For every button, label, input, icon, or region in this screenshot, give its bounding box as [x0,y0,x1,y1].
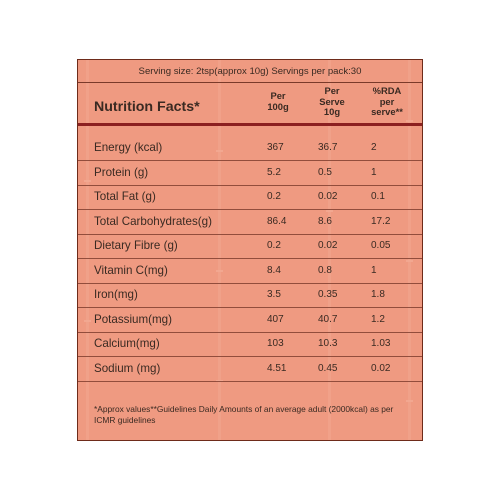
nutrition-panel: Serving size: 2tsp(approx 10g) Servings … [77,59,423,441]
table-title: Nutrition Facts* [94,99,200,115]
table-row: Total Carbohydrates(g) 86.4 8.6 17.2 [78,211,422,235]
nutrient-name: Dietary Fibre (g) [94,239,178,252]
value-per-100g: 367 [267,142,284,153]
nutrient-name: Calcium(mg) [94,337,160,350]
table-row: Iron(mg) 3.5 0.35 1.8 [78,284,422,308]
value-rda: 1.2 [371,313,385,325]
col-header-per-serve: Per Serve 10g [319,85,345,117]
value-per-100g: 8.4 [267,264,281,276]
table-row: Total Fat (g) 0.2 0.02 0.1 [78,186,422,210]
value-per-serve: 0.02 [318,191,338,202]
value-per-serve: 40.7 [318,313,338,325]
row-divider [78,282,422,284]
value-per-100g: 407 [267,313,284,325]
table-row: Protein (g) 5.2 0.5 1 [78,162,422,186]
col-header-rda: %RDA per serve** [371,85,403,117]
value-per-100g: 3.5 [267,289,281,300]
serving-size-line: Serving size: 2tsp(approx 10g) Servings … [138,66,362,77]
row-divider [78,209,422,210]
value-per-serve: 10.3 [318,338,338,349]
value-rda: 2 [371,142,377,153]
nutrient-name: Total Fat (g) [94,190,156,203]
value-per-100g: 103 [267,338,284,349]
nutrient-name: Sodium (mg) [94,361,161,375]
nutrient-name: Protein (g) [94,165,149,179]
value-per-serve: 0.5 [318,166,332,178]
col-header-per-100g: Per 100g [267,90,289,112]
value-rda: 0.05 [371,240,391,251]
row-divider [78,356,422,357]
nutrient-name: Potassium(mg) [94,312,172,326]
nutrient-name: Iron(mg) [94,288,138,301]
bamboo-decoration [84,60,91,440]
row-divider [78,160,422,161]
nutrient-name: Vitamin C(mg) [94,263,168,277]
header-rule [78,123,422,126]
nutrient-name: Total Carbohydrates(g) [94,214,212,228]
value-per-serve: 0.02 [318,240,338,251]
row-divider [78,233,422,235]
table-row: Sodium (mg) 4.51 0.45 0.02 [78,358,422,382]
value-rda: 1.03 [371,338,391,349]
value-per-100g: 0.2 [267,240,281,251]
table-row: Energy (kcal) 367 36.7 2 [78,137,422,161]
row-divider [78,184,422,186]
row-divider [78,380,422,382]
table-row: Calcium(mg) 103 10.3 1.03 [78,333,422,357]
bamboo-decoration [406,60,413,440]
table-header: Nutrition Facts* Per 100g Per Serve 10g … [78,84,422,122]
row-divider [78,307,422,308]
divider [78,82,422,83]
value-rda: 1 [371,264,377,276]
value-per-serve: 0.45 [318,362,338,374]
value-per-100g: 4.51 [267,362,287,374]
bamboo-decoration [326,60,333,440]
table-row: Vitamin C(mg) 8.4 0.8 1 [78,260,422,284]
value-rda: 0.1 [371,191,385,202]
row-divider [78,331,422,333]
table-row: Potassium(mg) 407 40.7 1.2 [78,309,422,333]
row-divider [78,258,422,259]
nutrient-name: Energy (kcal) [94,141,163,154]
value-per-serve: 0.35 [318,289,338,300]
value-per-serve: 0.8 [318,264,332,276]
value-per-serve: 36.7 [318,142,338,153]
footnote: *Approx values**Guidelines Daily Amounts… [94,404,394,425]
value-per-100g: 5.2 [267,166,281,178]
value-per-serve: 8.6 [318,215,332,227]
value-rda: 1.8 [371,289,385,300]
value-rda: 1 [371,166,377,178]
value-rda: 0.02 [371,362,391,374]
value-per-100g: 86.4 [267,215,287,227]
value-per-100g: 0.2 [267,191,281,202]
value-rda: 17.2 [371,215,391,227]
table-row: Dietary Fibre (g) 0.2 0.02 0.05 [78,235,422,259]
